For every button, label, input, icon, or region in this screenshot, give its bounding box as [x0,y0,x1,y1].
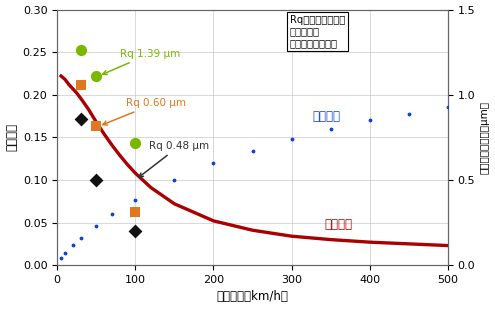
Point [77,48,85,53]
Point [77,117,85,122]
Point [92,124,100,129]
Text: Rq 0.48 μm: Rq 0.48 μm [139,141,209,177]
Text: Rq：自乗平均粗さ
線：計算値
マーカー：実験値: Rq：自乗平均粗さ 線：計算値 マーカー：実験値 [290,15,345,48]
Y-axis label: 粘着係数: 粘着係数 [5,123,18,151]
Point [92,74,100,78]
Point [131,210,139,215]
Text: 粘着係数: 粘着係数 [325,218,352,231]
Point [77,82,85,87]
Text: 水膜厚さ: 水膜厚さ [313,110,341,123]
X-axis label: 走行速度（km/h）: 走行速度（km/h） [217,290,289,303]
Text: Rq 0.60 μm: Rq 0.60 μm [103,98,186,125]
Point [131,229,139,234]
Y-axis label: 中心部水膜厚さ（μm）: 中心部水膜厚さ（μm） [480,101,490,174]
Point [131,141,139,146]
Text: Rq 1.39 μm: Rq 1.39 μm [103,49,180,74]
Point [92,177,100,182]
